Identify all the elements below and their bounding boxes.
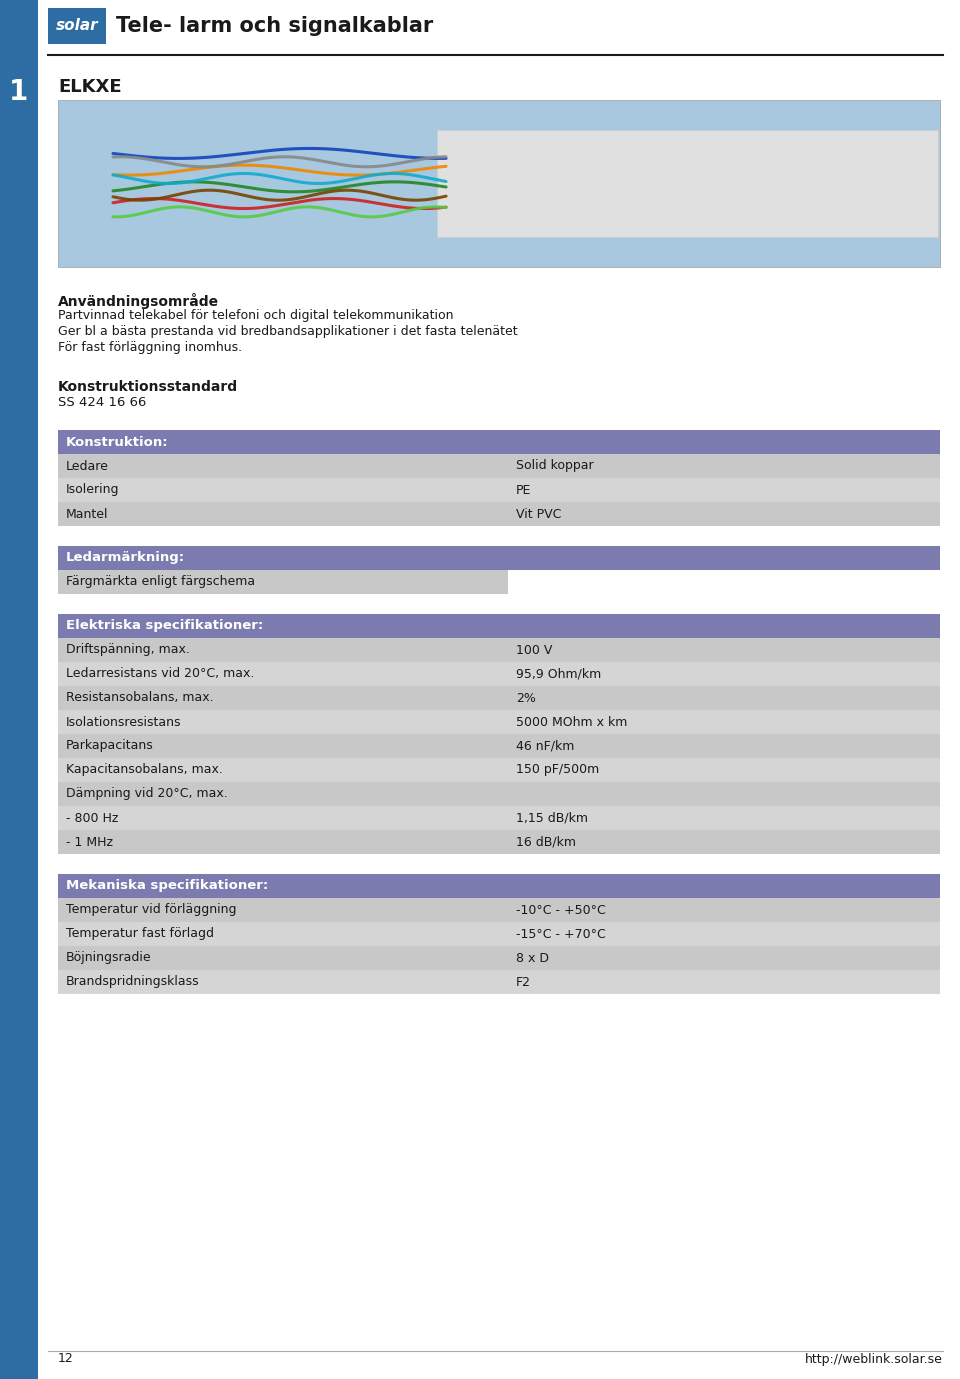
FancyBboxPatch shape bbox=[58, 546, 940, 570]
Text: 1: 1 bbox=[10, 79, 29, 106]
FancyBboxPatch shape bbox=[58, 734, 940, 758]
Text: Parkapacitans: Parkapacitans bbox=[66, 739, 154, 753]
FancyBboxPatch shape bbox=[58, 638, 940, 662]
Text: Ger bl a bästa prestanda vid bredbandsapplikationer i det fasta telenätet: Ger bl a bästa prestanda vid bredbandsap… bbox=[58, 325, 517, 338]
FancyBboxPatch shape bbox=[58, 685, 940, 710]
Text: 100 V: 100 V bbox=[516, 644, 552, 656]
FancyBboxPatch shape bbox=[508, 570, 940, 594]
FancyBboxPatch shape bbox=[58, 710, 940, 734]
Text: 2%: 2% bbox=[516, 691, 536, 705]
FancyBboxPatch shape bbox=[58, 662, 940, 685]
Text: 95,9 Ohm/km: 95,9 Ohm/km bbox=[516, 667, 601, 680]
FancyBboxPatch shape bbox=[58, 946, 940, 969]
FancyBboxPatch shape bbox=[58, 758, 940, 782]
Text: Temperatur vid förläggning: Temperatur vid förläggning bbox=[66, 903, 236, 917]
FancyBboxPatch shape bbox=[58, 898, 940, 923]
Text: Färgmärkta enligt färgschema: Färgmärkta enligt färgschema bbox=[66, 575, 255, 589]
FancyBboxPatch shape bbox=[0, 0, 38, 1379]
FancyBboxPatch shape bbox=[58, 782, 940, 805]
Text: -10°C - +50°C: -10°C - +50°C bbox=[516, 903, 606, 917]
Text: - 1 MHz: - 1 MHz bbox=[66, 836, 113, 848]
Text: Mekaniska specifikationer:: Mekaniska specifikationer: bbox=[66, 880, 268, 892]
Text: Isolering: Isolering bbox=[66, 484, 119, 496]
Text: 150 pF/500m: 150 pF/500m bbox=[516, 764, 599, 776]
Text: Vit PVC: Vit PVC bbox=[516, 507, 562, 520]
Text: Konstruktion:: Konstruktion: bbox=[66, 436, 169, 448]
Text: Partvinnad telekabel för telefoni och digital telekommunikation: Partvinnad telekabel för telefoni och di… bbox=[58, 309, 453, 323]
FancyBboxPatch shape bbox=[437, 130, 938, 237]
Text: 16 dB/km: 16 dB/km bbox=[516, 836, 576, 848]
FancyBboxPatch shape bbox=[58, 502, 940, 525]
Text: Ledarmärkning:: Ledarmärkning: bbox=[66, 552, 185, 564]
Text: 1,15 dB/km: 1,15 dB/km bbox=[516, 811, 588, 825]
FancyBboxPatch shape bbox=[58, 830, 940, 854]
FancyBboxPatch shape bbox=[58, 430, 940, 454]
Text: Böjningsradie: Böjningsradie bbox=[66, 952, 152, 964]
FancyBboxPatch shape bbox=[58, 101, 940, 268]
Text: Resistansobalans, max.: Resistansobalans, max. bbox=[66, 691, 214, 705]
Text: solar: solar bbox=[56, 18, 98, 33]
FancyBboxPatch shape bbox=[58, 805, 940, 830]
Text: Driftspänning, max.: Driftspänning, max. bbox=[66, 644, 190, 656]
Text: 46 nF/km: 46 nF/km bbox=[516, 739, 574, 753]
Text: Konstruktionsstandard: Konstruktionsstandard bbox=[58, 381, 238, 394]
Text: SS 424 16 66: SS 424 16 66 bbox=[58, 396, 146, 410]
Text: http://weblink.solar.se: http://weblink.solar.se bbox=[805, 1353, 943, 1365]
FancyBboxPatch shape bbox=[58, 969, 940, 994]
Text: Solid koppar: Solid koppar bbox=[516, 459, 593, 473]
Text: 5000 MOhm x km: 5000 MOhm x km bbox=[516, 716, 628, 728]
Text: PE: PE bbox=[516, 484, 532, 496]
Text: Kapacitansobalans, max.: Kapacitansobalans, max. bbox=[66, 764, 223, 776]
FancyBboxPatch shape bbox=[58, 454, 940, 479]
Text: Ledarresistans vid 20°C, max.: Ledarresistans vid 20°C, max. bbox=[66, 667, 254, 680]
Text: Dämpning vid 20°C, max.: Dämpning vid 20°C, max. bbox=[66, 787, 228, 800]
Text: Ledare: Ledare bbox=[66, 459, 108, 473]
Text: Mantel: Mantel bbox=[66, 507, 108, 520]
Text: Användningsområde: Användningsområde bbox=[58, 292, 219, 309]
FancyBboxPatch shape bbox=[58, 923, 940, 946]
Text: - 800 Hz: - 800 Hz bbox=[66, 811, 118, 825]
Text: ELKXE: ELKXE bbox=[58, 79, 122, 97]
FancyBboxPatch shape bbox=[58, 614, 940, 638]
FancyBboxPatch shape bbox=[58, 570, 940, 594]
Text: F2: F2 bbox=[516, 975, 531, 989]
FancyBboxPatch shape bbox=[58, 479, 940, 502]
Text: 12: 12 bbox=[58, 1353, 74, 1365]
Text: -15°C - +70°C: -15°C - +70°C bbox=[516, 928, 606, 940]
Text: Isolationsresistans: Isolationsresistans bbox=[66, 716, 181, 728]
FancyBboxPatch shape bbox=[48, 8, 106, 44]
Text: För fast förläggning inomhus.: För fast förläggning inomhus. bbox=[58, 341, 242, 354]
Text: 8 x D: 8 x D bbox=[516, 952, 549, 964]
Text: Temperatur fast förlagd: Temperatur fast förlagd bbox=[66, 928, 214, 940]
Text: Elektriska specifikationer:: Elektriska specifikationer: bbox=[66, 619, 263, 633]
Text: Brandspridningsklass: Brandspridningsklass bbox=[66, 975, 200, 989]
Text: Tele- larm och signalkablar: Tele- larm och signalkablar bbox=[116, 17, 433, 36]
FancyBboxPatch shape bbox=[58, 874, 940, 898]
